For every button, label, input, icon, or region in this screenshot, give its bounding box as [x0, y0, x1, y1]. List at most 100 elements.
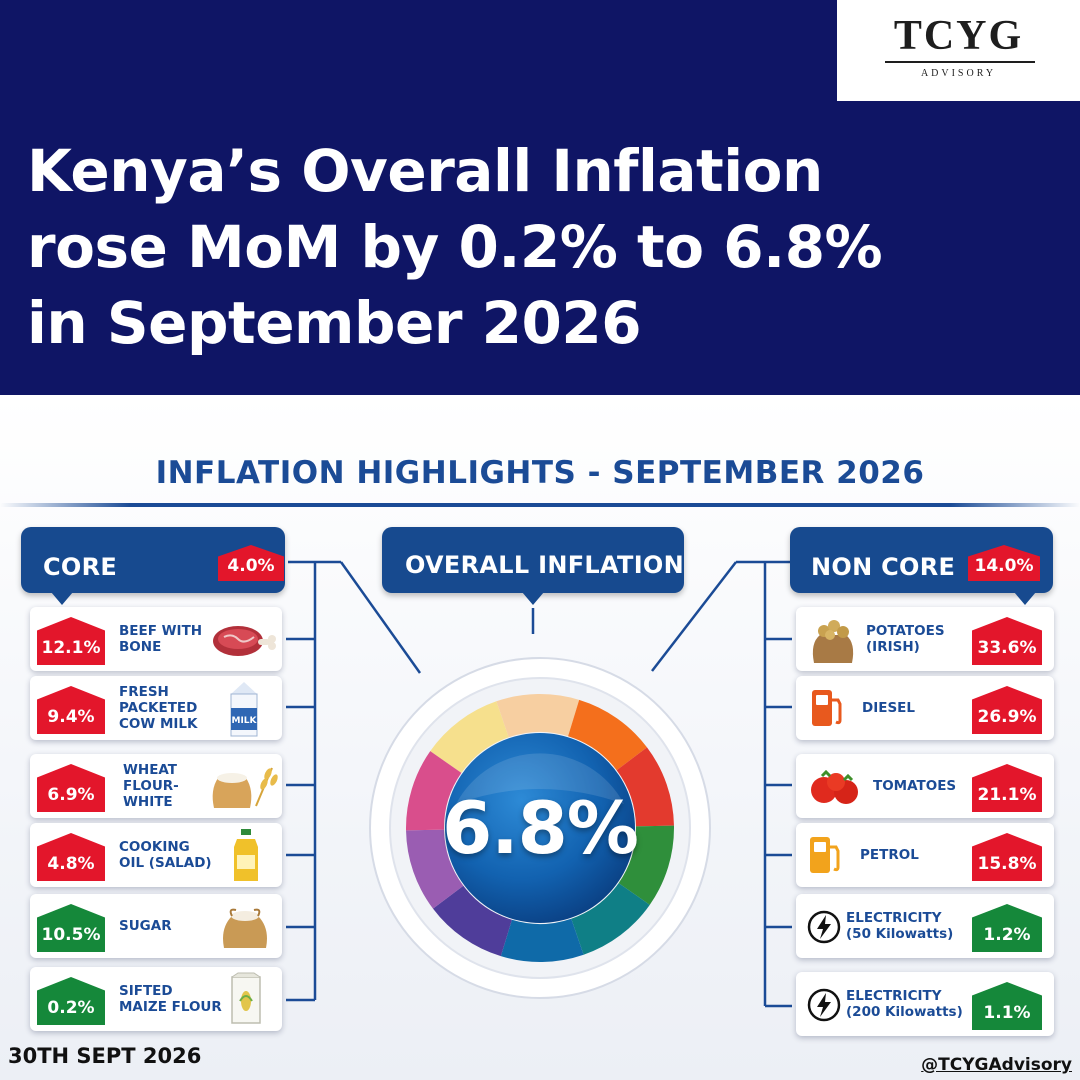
core-header-pointer: [51, 592, 73, 605]
milk-icon-text: MILK: [231, 716, 257, 726]
dial-segment: [430, 701, 509, 773]
logo-name: TCYG: [893, 13, 1024, 59]
dial-segment: [406, 829, 464, 909]
headline-line: Kenya’s Overall Inflation: [27, 137, 823, 205]
noncore-item-label: POTATOES (IRISH): [866, 607, 945, 671]
dial-segment: [496, 694, 580, 738]
overall-inflation-value: 6.8%: [442, 786, 639, 870]
fuel-pump-icon: [812, 690, 842, 726]
sugar-sack-icon: [223, 908, 267, 948]
noncore-item-pct: 33.6%: [972, 617, 1042, 665]
logo-divider: [885, 61, 1035, 63]
core-label: CORE: [43, 553, 118, 581]
label-line: (50 Kilowatts): [846, 926, 954, 942]
label-line: (200 Kilowatts): [846, 1004, 963, 1020]
label-line: DIESEL: [862, 700, 915, 716]
core-item-label: BEEF WITH BONE: [119, 607, 202, 671]
dial-segment: [568, 699, 648, 771]
label-line: PETROL: [860, 847, 919, 863]
label-line: COOKING: [119, 839, 190, 855]
noncore-item-potatoes: POTATOES (IRISH) 33.6%: [796, 607, 1054, 671]
core-item-beef: 12.1% BEEF WITH BONE: [30, 607, 282, 671]
label-line: WHITE: [123, 794, 173, 810]
core-item-label: WHEAT FLOUR- WHITE: [123, 754, 179, 818]
noncore-item-pct: 1.2%: [972, 904, 1042, 952]
noncore-label: NON CORE: [811, 553, 956, 581]
noncore-item-petrol: PETROL 15.8%: [796, 823, 1054, 887]
dial-gloss: [456, 753, 624, 804]
core-item-pct: 0.2%: [37, 977, 105, 1025]
label-line: COW MILK: [119, 716, 198, 732]
core-item-wheat-flour: 6.9% WHEAT FLOUR- WHITE: [30, 754, 282, 818]
dial-segment: [618, 825, 674, 905]
noncore-item-tomatoes: TOMATOES 21.1%: [796, 754, 1054, 818]
dial-center: [445, 733, 635, 923]
report-date: 30TH SEPT 2026: [8, 1044, 202, 1068]
label-line: PACKETED: [119, 700, 198, 716]
label-line: ELECTRICITY: [846, 988, 942, 1004]
noncore-value-badge: 14.0%: [968, 545, 1040, 581]
headline: Kenya’s Overall Inflation rose MoM by 0.…: [27, 133, 1037, 361]
noncore-item-label: PETROL: [860, 823, 919, 887]
potato-sack-icon: [812, 620, 854, 663]
noncore-item-electricity-50kw: ELECTRICITY (50 Kilowatts) 1.2%: [796, 894, 1054, 958]
core-item-pct: 6.9%: [37, 764, 105, 812]
noncore-item-electricity-200kw: ELECTRICITY (200 Kilowatts) 1.1%: [796, 972, 1054, 1036]
core-item-label: SIFTED MAIZE FLOUR: [119, 967, 222, 1031]
core-item-sugar: 10.5% SUGAR: [30, 894, 282, 958]
label-line: BONE: [119, 639, 162, 655]
label-line: SIFTED: [119, 983, 173, 999]
logo: TCYG ADVISORY: [837, 0, 1080, 101]
core-header: CORE 4.0%: [21, 527, 285, 605]
core-item-maize-flour: 0.2% SIFTED MAIZE FLOUR: [30, 967, 282, 1031]
core-item-label: COOKING OIL (SALAD): [119, 823, 212, 887]
lightning-icon: [807, 910, 841, 944]
label-line: POTATOES: [866, 623, 945, 639]
noncore-item-pct: 21.1%: [972, 764, 1042, 812]
oil-bottle-icon: [234, 829, 258, 881]
section-title: INFLATION HIGHLIGHTS - SEPTEMBER 2026: [155, 455, 925, 491]
overall-header-pointer: [522, 592, 544, 605]
maize-flour-bag-icon: [231, 972, 261, 1024]
label-line: OIL (SALAD): [119, 855, 212, 871]
noncore-item-label: ELECTRICITY (200 Kilowatts): [846, 972, 963, 1036]
dial-segment: [406, 751, 462, 831]
noncore-item-label: DIESEL: [862, 676, 915, 740]
core-item-milk: 9.4% FRESH PACKETED COW MILK MILK: [30, 676, 282, 740]
core-item-label: SUGAR: [119, 894, 172, 958]
noncore-item-label: ELECTRICITY (50 Kilowatts): [846, 894, 953, 958]
noncore-header-pointer: [1014, 592, 1036, 605]
lightning-icon: [807, 988, 841, 1022]
fuel-pump-icon: [810, 837, 840, 873]
social-handle: @TCYGAdvisory: [921, 1055, 1072, 1075]
dial-segment: [571, 883, 650, 955]
core-item-label: FRESH PACKETED COW MILK: [119, 676, 198, 740]
label-line: BEEF WITH: [119, 623, 203, 639]
dial-segments: [406, 694, 674, 962]
overall-inflation-dial: [369, 657, 711, 999]
beef-icon: [213, 626, 276, 656]
label-line: FRESH: [119, 684, 169, 700]
core-item-pct: 9.4%: [37, 686, 105, 734]
label-line: FLOUR-: [123, 778, 179, 794]
core-item-pct: 4.8%: [37, 833, 105, 881]
core-item-pct: 12.1%: [37, 617, 105, 665]
label-line: (IRISH): [866, 639, 920, 655]
tomato-icon: [811, 769, 858, 804]
noncore-header: NON CORE 14.0%: [790, 527, 1053, 605]
label-line: WHEAT: [123, 762, 178, 778]
noncore-item-pct: 1.1%: [972, 982, 1042, 1030]
noncore-item-diesel: DIESEL 26.9%: [796, 676, 1054, 740]
title-divider: [0, 503, 1080, 507]
noncore-item-pct: 26.9%: [972, 686, 1042, 734]
milk-carton-icon: MILK: [230, 682, 258, 737]
overall-label: OVERALL INFLATION: [405, 551, 685, 579]
core-item-pct: 10.5%: [37, 904, 105, 952]
label-line: MAIZE FLOUR: [119, 999, 222, 1015]
noncore-item-label: TOMATOES: [873, 754, 956, 818]
label-line: TOMATOES: [873, 778, 957, 794]
flour-sack-icon: [212, 767, 278, 808]
dial-segment: [432, 885, 512, 957]
noncore-item-pct: 15.8%: [972, 833, 1042, 881]
logo-subtitle: ADVISORY: [920, 68, 997, 79]
